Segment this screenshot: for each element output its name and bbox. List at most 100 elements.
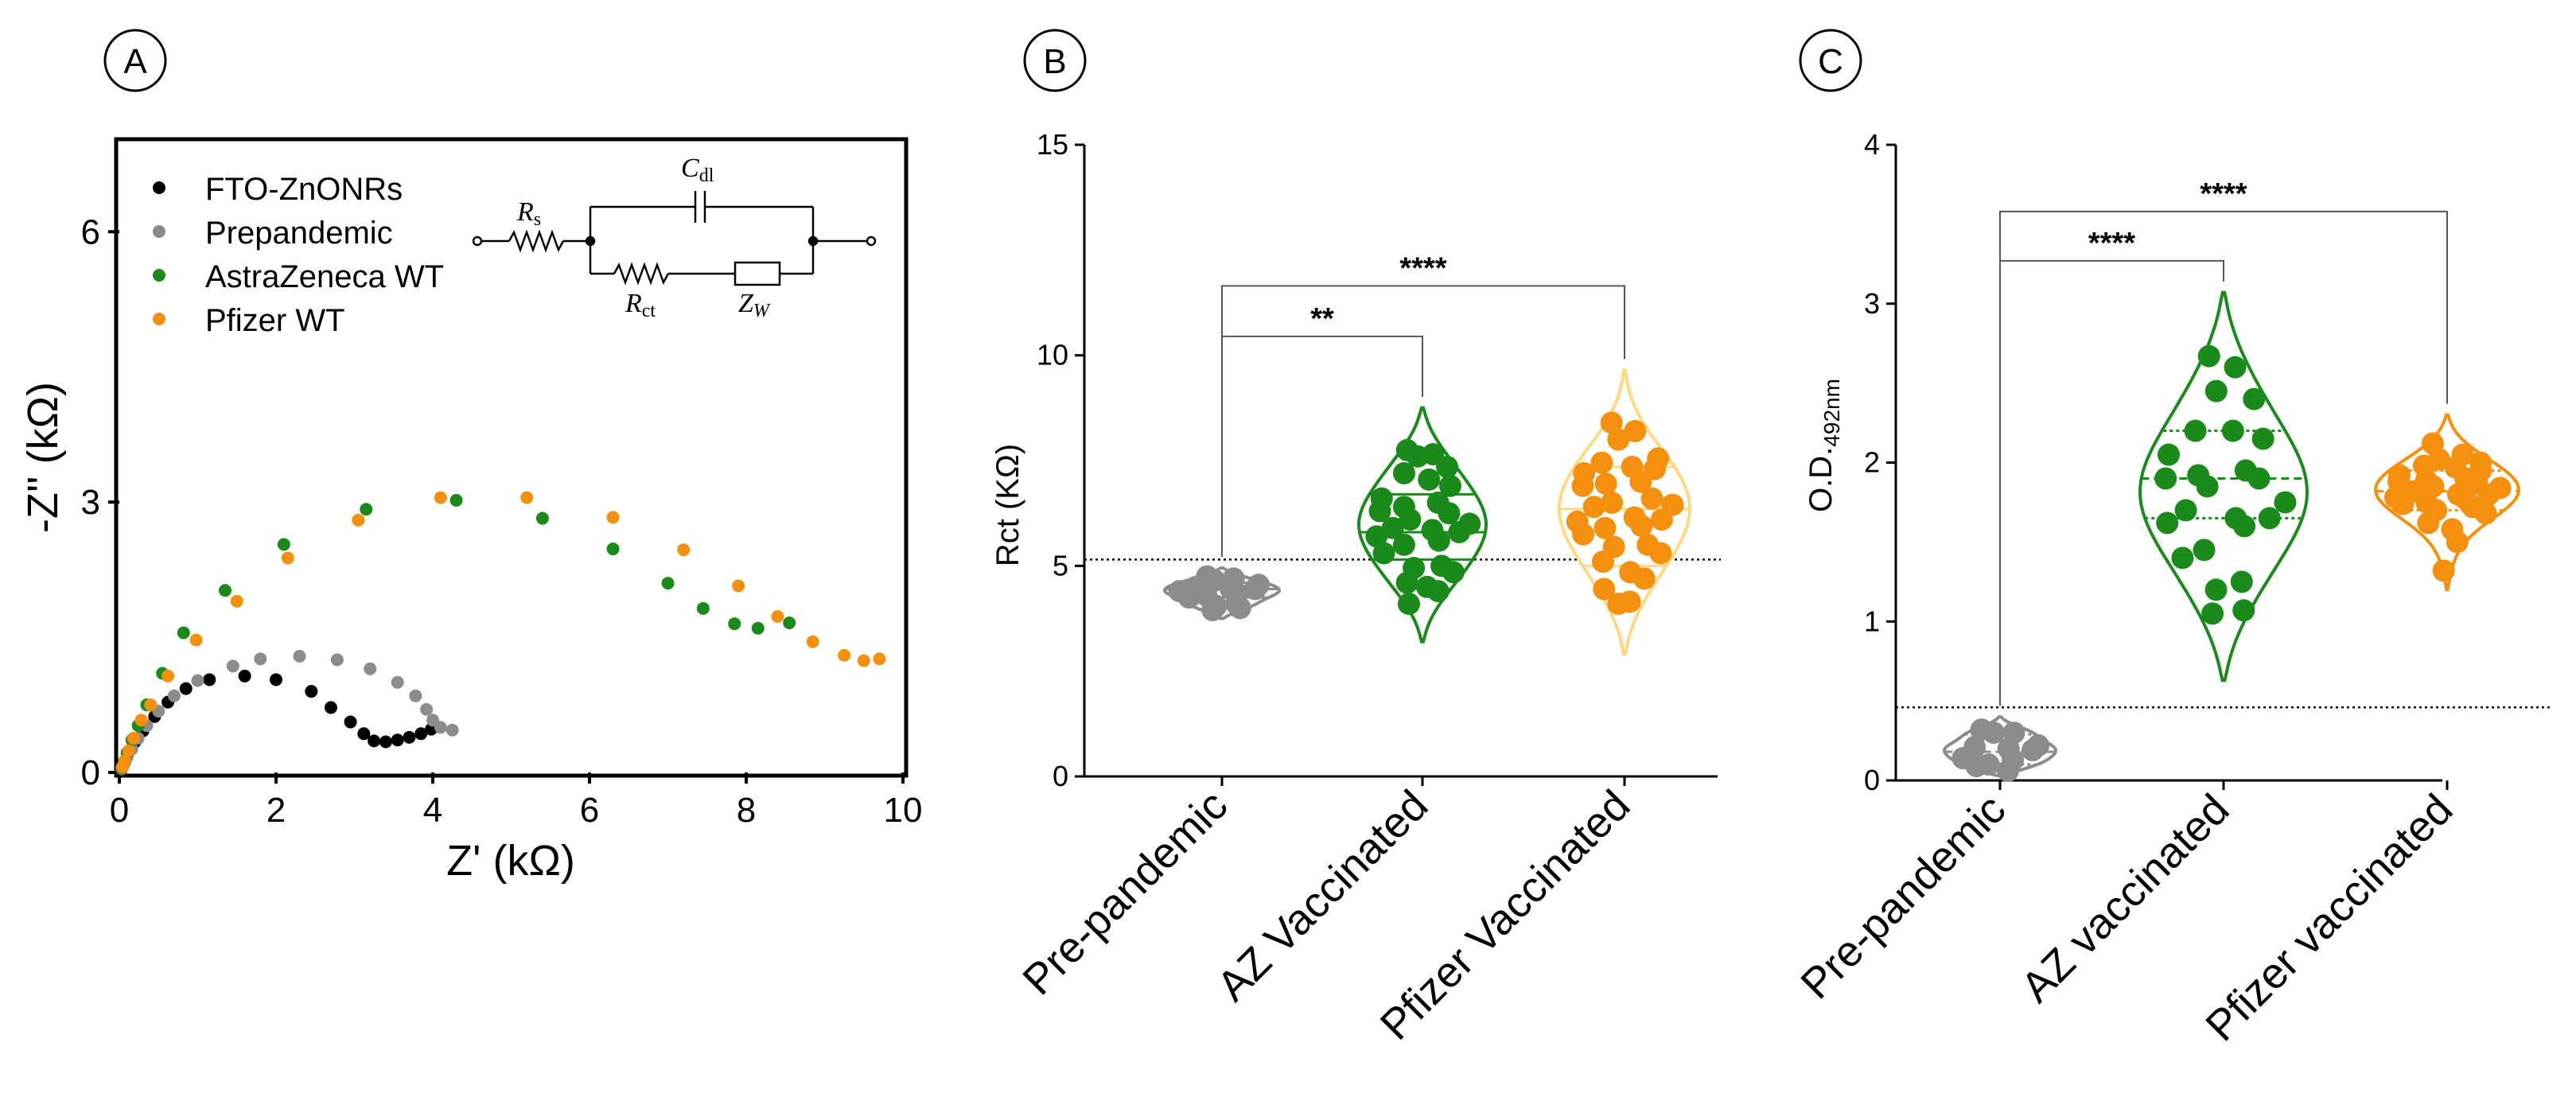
resistor-rs	[508, 229, 565, 253]
y-tick-label: 3	[1864, 287, 1880, 320]
data-point-pre-pandemic	[1243, 578, 1267, 601]
data-point-az-vaccinated	[1436, 455, 1459, 478]
x-tick-label: 6	[580, 791, 599, 830]
significance-bracket	[1221, 285, 1625, 557]
category-label-pre-pandemic: Pre-pandemic	[1014, 781, 1236, 1004]
circuit-label-zw: ZW	[738, 289, 771, 321]
data-point-az-vaccinated	[2204, 379, 2228, 403]
point-prepandemic	[293, 649, 306, 663]
data-point-az-vaccinated	[2196, 475, 2219, 498]
point-fto-znonrs	[238, 669, 251, 683]
panel-c-badge	[1799, 29, 1862, 92]
data-point-az-vaccinated	[2247, 467, 2271, 490]
point-fto-znonrs	[324, 701, 337, 714]
significance-stars: ****	[2200, 177, 2247, 211]
point-astrazeneca-wt	[661, 577, 675, 590]
point-pfizer-wt	[118, 754, 131, 768]
y-tick-label: 0	[1864, 764, 1880, 796]
point-prepandemic	[364, 662, 377, 675]
panel-a-label: A	[123, 42, 147, 81]
data-point-az-vaccinated	[2171, 547, 2194, 570]
data-point-pfizer-vaccinated	[1593, 516, 1617, 539]
data-point-az-vaccinated	[1399, 508, 1422, 531]
x-tick-label: 2	[267, 791, 286, 830]
point-prepandemic	[446, 723, 459, 737]
panel-b-significance: ******	[1221, 251, 1625, 557]
data-point-az-vaccinated	[1392, 533, 1415, 556]
legend-label-fto: FTO-ZnONRs	[205, 172, 403, 207]
point-astrazeneca-wt	[535, 512, 549, 525]
legend-swatch-pfizer	[153, 313, 165, 325]
point-astrazeneca-wt	[728, 617, 741, 631]
data-point-az-vaccinated	[1418, 468, 1441, 491]
point-fto-znonrs	[344, 715, 357, 729]
circuit-label-cdl: Cdl	[681, 154, 714, 186]
data-point-pfizer-vaccinated	[2474, 502, 2497, 525]
point-astrazeneca-wt	[783, 616, 796, 629]
data-point-az-vaccinated	[1438, 474, 1461, 497]
panel-c-significance: **** ****	[1999, 177, 2448, 706]
data-point-az-vaccinated	[1406, 445, 1429, 468]
significance-stars: **	[1310, 302, 1334, 336]
panel-c-violins	[1943, 290, 2521, 783]
data-point-pfizer-vaccinated	[1630, 515, 1653, 538]
category-label-az-vaccinated: AZ Vaccinated	[1208, 781, 1438, 1010]
legend-swatch-prepandemic	[153, 225, 165, 238]
circuit-label-rs: Rs	[516, 197, 541, 230]
significance-stars: ****	[2088, 227, 2135, 260]
violin-pfizer-vaccinated	[1557, 368, 1692, 656]
violin-az-vaccinated	[2138, 290, 2309, 683]
panel-b-badge	[1023, 29, 1087, 92]
data-point-pfizer-vaccinated	[1571, 474, 1594, 497]
point-prepandemic	[167, 689, 181, 702]
data-point-pfizer-vaccinated	[2417, 512, 2440, 535]
significance-stars: ****	[1399, 251, 1446, 285]
legend-label-astrazeneca: AstraZeneca WT	[205, 259, 444, 294]
legend-swatch-astrazeneca	[153, 269, 165, 282]
panel-c-axes: 0 1 2 3 4	[1864, 128, 2551, 796]
legend-label-prepandemic: Prepandemic	[205, 216, 393, 251]
data-point-az-vaccinated	[2204, 578, 2228, 601]
point-prepandemic	[420, 702, 434, 716]
point-fto-znonrs	[403, 730, 416, 744]
x-tick-label: 10	[884, 791, 923, 830]
point-pfizer-wt	[352, 513, 365, 527]
point-pfizer-wt	[134, 714, 148, 727]
legend-swatch-fto	[153, 181, 165, 194]
data-point-pfizer-vaccinated	[2477, 483, 2500, 506]
y-tick-label: 1	[1864, 605, 1880, 637]
data-point-az-vaccinated	[2233, 515, 2256, 538]
panel-a-legend: FTO-ZnONRs Prepandemic AstraZeneca WT Pf…	[153, 172, 444, 338]
data-point-pfizer-vaccinated	[1624, 419, 1647, 442]
point-pfizer-wt	[189, 633, 203, 647]
point-astrazeneca-wt	[696, 601, 710, 615]
data-point-az-vaccinated	[2274, 491, 2297, 514]
y-tick-label: 2	[1864, 446, 1880, 479]
point-prepandemic	[330, 653, 344, 667]
point-astrazeneca-wt	[751, 621, 765, 635]
point-prepandemic	[409, 689, 422, 702]
data-point-pre-pandemic	[2021, 739, 2044, 762]
point-astrazeneca-wt	[218, 584, 232, 597]
x-tick-label: 4	[423, 791, 442, 830]
data-point-pfizer-vaccinated	[2391, 492, 2415, 515]
data-point-pfizer-vaccinated	[1650, 508, 1673, 531]
point-pfizer-wt	[161, 669, 175, 683]
point-fto-znonrs	[305, 685, 318, 698]
data-point-az-vaccinated	[2251, 427, 2274, 450]
point-fto-znonrs	[203, 673, 216, 687]
data-point-az-vaccinated	[1368, 500, 1391, 523]
warburg-element-zw	[733, 261, 781, 286]
category-label-pre-pandemic: Pre-pandemic	[1792, 785, 2014, 1008]
data-point-pfizer-vaccinated	[2432, 559, 2455, 582]
y-tick-label: 10	[1037, 339, 1068, 372]
data-point-pfizer-vaccinated	[1607, 428, 1630, 451]
panel-a: A 0 2 4 6 8 10 0 3 6 FTO-ZnONRs Prepandemic Astr…	[19, 29, 923, 885]
data-point-az-vaccinated	[2193, 539, 2216, 562]
data-point-pre-pandemic	[1983, 722, 2006, 745]
point-pfizer-wt	[873, 652, 886, 666]
point-astrazeneca-wt	[606, 543, 620, 556]
